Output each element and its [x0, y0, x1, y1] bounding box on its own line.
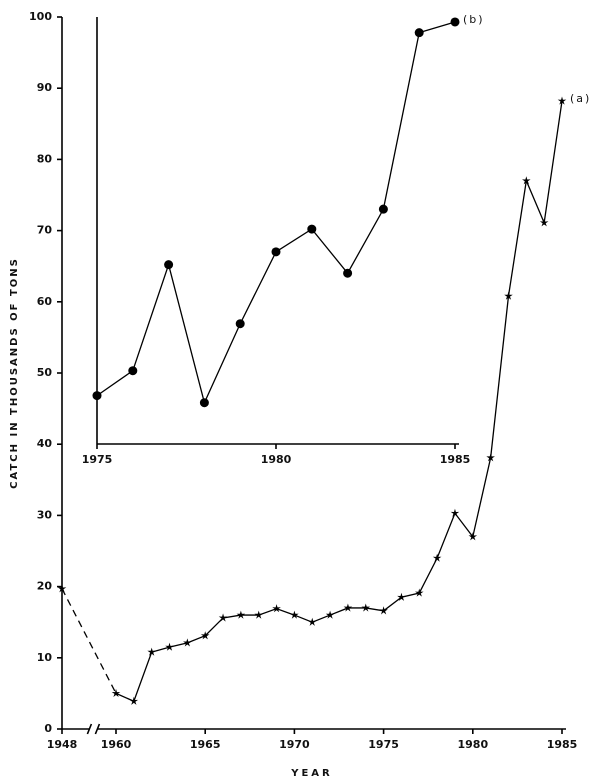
y-tick-label: 30 — [37, 508, 53, 521]
x-tick-label: 1948 — [47, 738, 78, 751]
series-label: (b) — [463, 13, 485, 26]
marker — [57, 584, 67, 593]
x-axis-label: YEAR — [290, 768, 333, 779]
marker — [557, 96, 567, 105]
data-line — [96, 21, 456, 405]
series-label: (a) — [570, 92, 591, 105]
marker — [468, 532, 478, 541]
x-tick-label: 1960 — [101, 738, 132, 751]
marker — [414, 28, 424, 38]
marker — [92, 391, 102, 401]
marker — [361, 603, 371, 612]
marker — [432, 553, 442, 562]
marker — [200, 631, 210, 640]
marker — [235, 319, 245, 329]
y-axis-label: CATCH IN THOUSANDS OF TONS — [9, 257, 20, 489]
data-line — [61, 588, 117, 694]
marker — [271, 247, 281, 257]
marker — [343, 603, 353, 612]
y-tick-label: 40 — [37, 437, 53, 450]
y-tick-label: 50 — [37, 366, 53, 379]
marker — [378, 204, 388, 214]
marker — [164, 260, 174, 270]
marker — [236, 610, 246, 619]
marker — [450, 508, 460, 517]
y-tick-label: 70 — [37, 224, 53, 237]
marker — [254, 610, 263, 619]
marker — [272, 604, 281, 613]
marker — [218, 613, 228, 622]
x-tick-label: 1985 — [547, 738, 578, 751]
marker — [290, 610, 299, 619]
marker — [128, 366, 138, 376]
marker — [325, 610, 335, 619]
marker — [450, 17, 460, 27]
x-tick-label: 1975 — [82, 453, 113, 466]
y-tick-label: 0 — [44, 722, 52, 735]
x-tick-label: 1965 — [190, 738, 221, 751]
marker — [199, 398, 209, 408]
axis-break — [86, 723, 101, 735]
y-tick-label: 90 — [37, 81, 53, 94]
marker — [397, 592, 406, 601]
marker — [486, 453, 495, 462]
marker — [415, 588, 424, 597]
marker — [147, 647, 156, 656]
marker — [539, 218, 549, 227]
x-tick-label: 1980 — [457, 738, 488, 751]
marker — [183, 638, 192, 647]
y-tick-label: 80 — [37, 152, 53, 165]
x-tick-label: 1985 — [440, 453, 471, 466]
marker — [307, 617, 317, 626]
x-tick-label: 1975 — [368, 738, 399, 751]
y-tick-label: 60 — [37, 295, 53, 308]
x-tick-label: 1980 — [261, 453, 292, 466]
y-tick-label: 10 — [37, 651, 53, 664]
y-tick-label: 100 — [29, 10, 52, 23]
data-line — [115, 100, 563, 703]
marker — [129, 696, 139, 705]
marker — [379, 606, 388, 615]
y-tick-label: 20 — [37, 580, 53, 593]
marker — [504, 291, 513, 300]
marker — [111, 688, 121, 698]
x-tick-label: 1970 — [279, 738, 310, 751]
marker — [522, 176, 531, 185]
marker — [343, 268, 353, 278]
marker — [307, 224, 317, 234]
marker — [165, 642, 174, 651]
